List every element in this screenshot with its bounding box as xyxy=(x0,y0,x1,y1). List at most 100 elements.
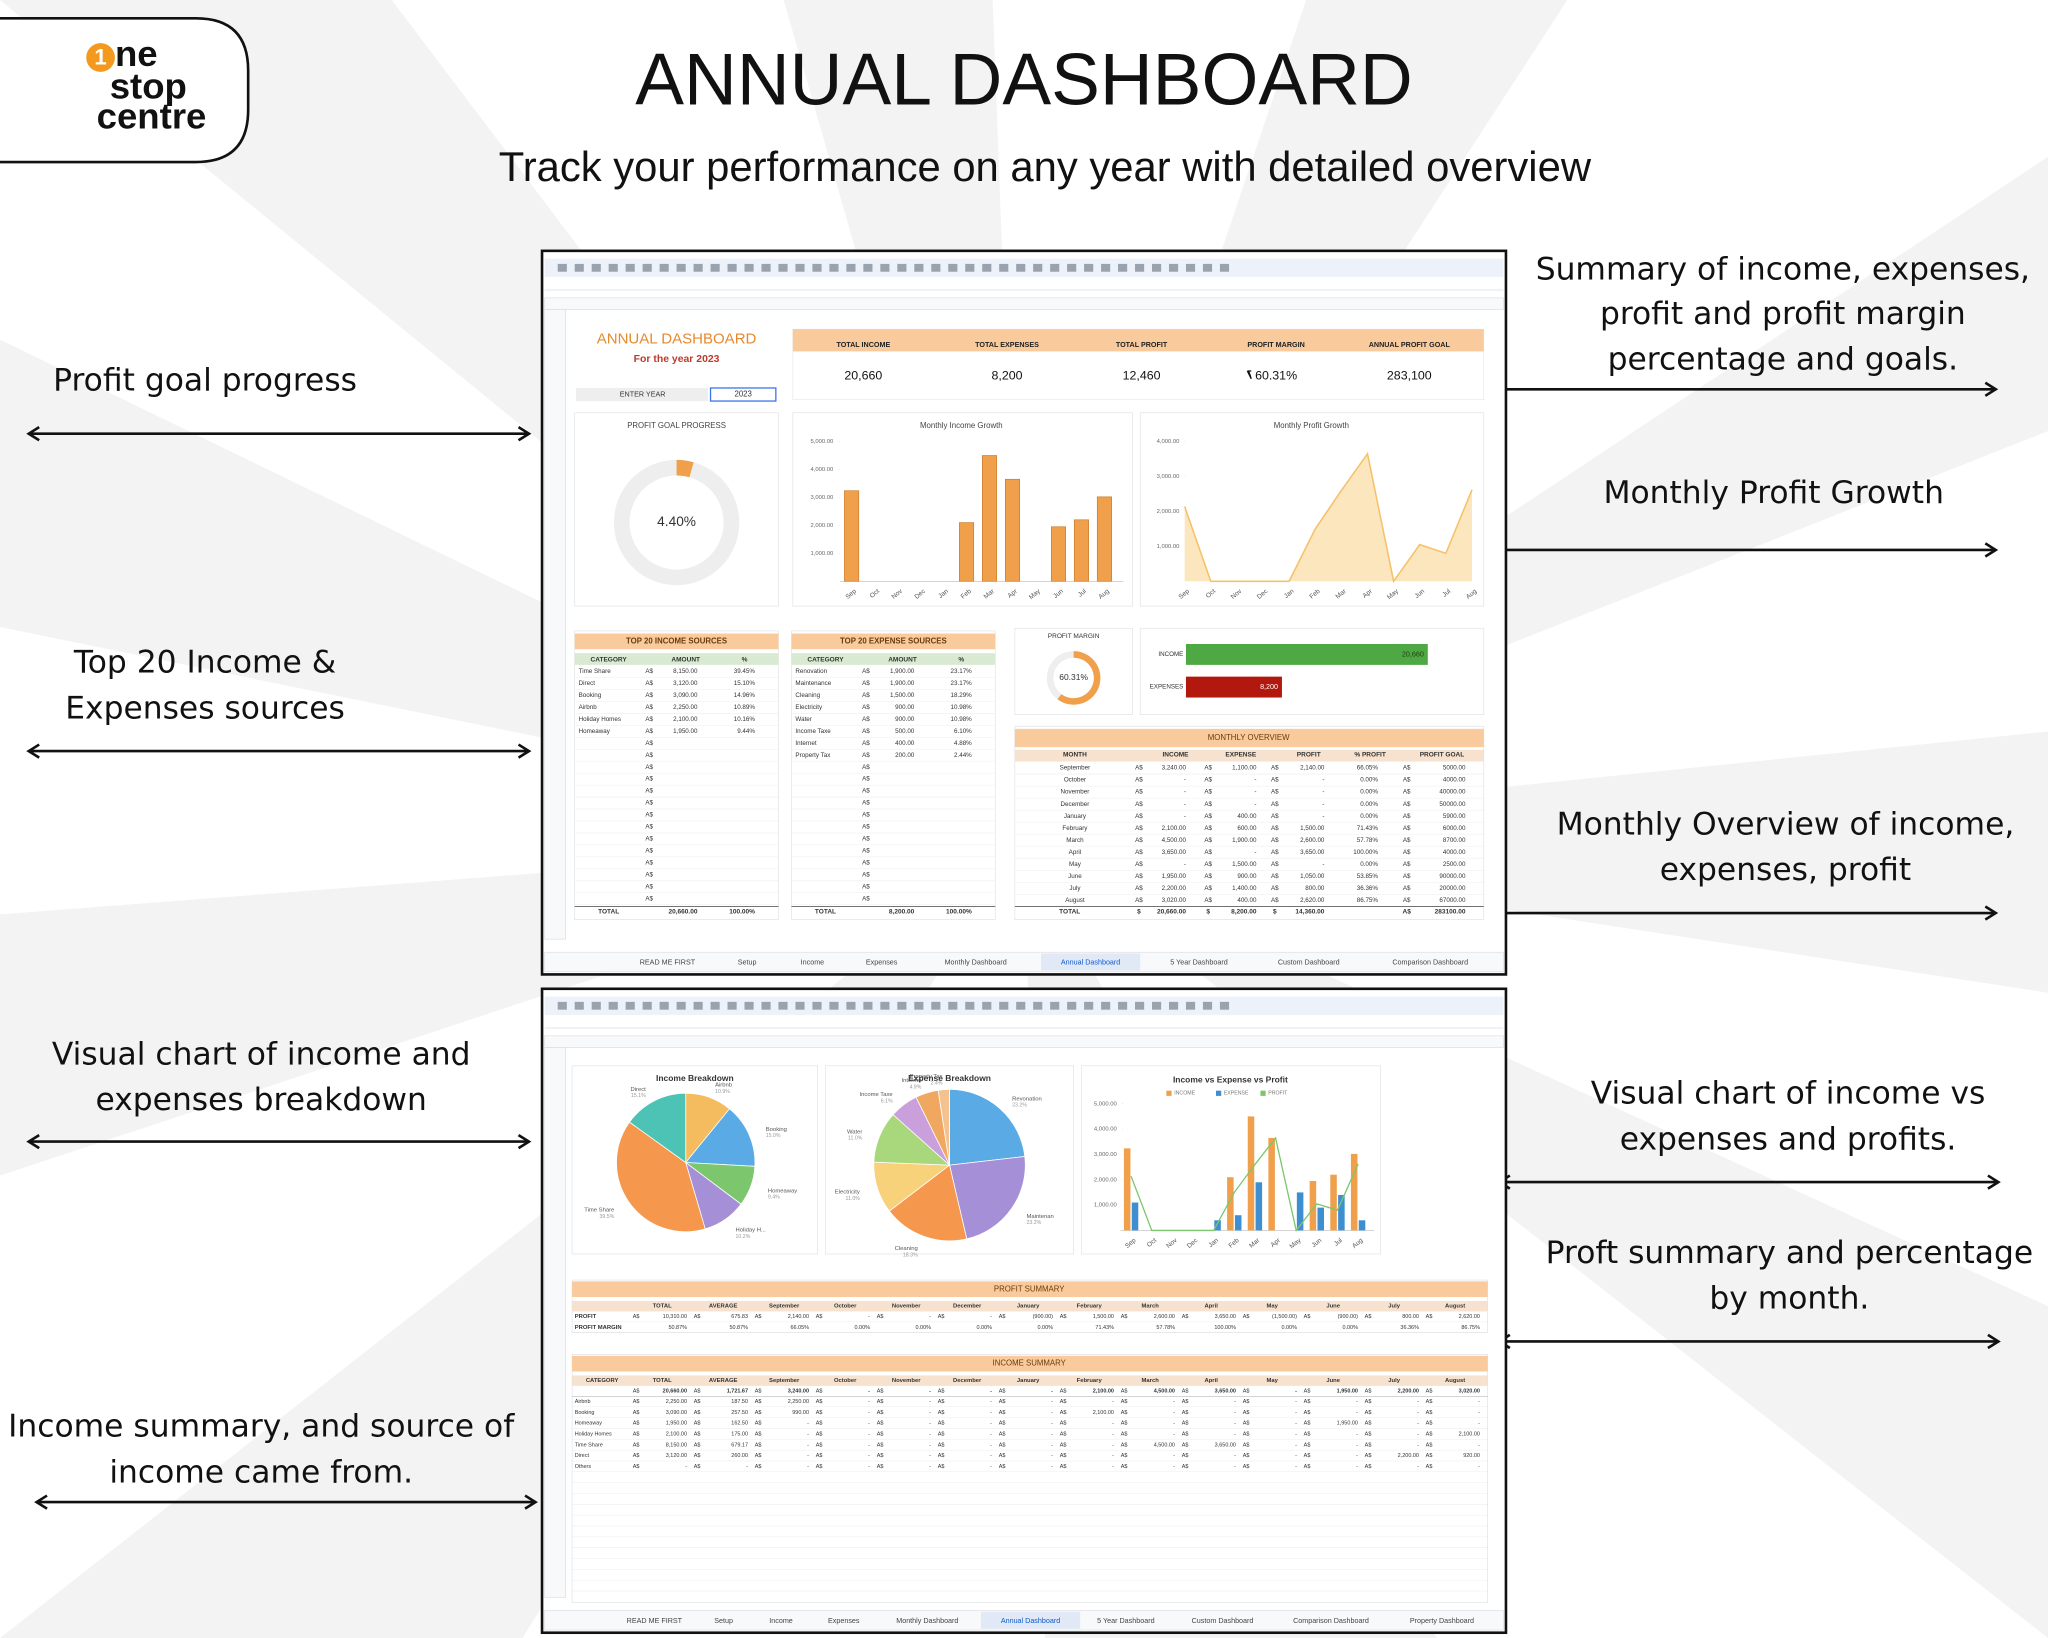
input-label: ENTER YEAR xyxy=(620,390,666,398)
cell: 100.00% xyxy=(1214,1325,1236,1331)
currency: A$ xyxy=(1121,1410,1128,1416)
currency: A$ xyxy=(1426,1399,1433,1405)
cell: Property Tax xyxy=(795,752,831,759)
currency: A$ xyxy=(694,1410,701,1416)
currency: A$ xyxy=(1304,1442,1311,1448)
logo-text: centre xyxy=(97,96,207,137)
currency: A$ xyxy=(1426,1442,1433,1448)
cell: - xyxy=(929,1432,931,1438)
cell: 20,660.00 xyxy=(663,1389,687,1395)
cell: 2,250.00 xyxy=(666,1399,687,1405)
note-text: Monthly Profit Growth xyxy=(1603,475,1943,511)
cell: 800.00 xyxy=(1305,885,1325,892)
currency: A$ xyxy=(1271,789,1279,796)
cell: - xyxy=(929,1442,931,1448)
arrow-head xyxy=(26,743,40,759)
cell: 1,950.00 xyxy=(1162,873,1187,880)
currency: A$ xyxy=(1426,1464,1433,1470)
currency: A$ xyxy=(1182,1421,1189,1427)
cell: - xyxy=(1234,1410,1236,1416)
cell: 100.00% xyxy=(1353,849,1378,856)
column-header: % PROFIT xyxy=(1354,752,1386,759)
note-text: Profit goal progress xyxy=(53,362,357,398)
sheet-tab: Annual Dashboard xyxy=(1061,959,1120,967)
currency: A$ xyxy=(1135,777,1143,784)
cell: 400.00 xyxy=(1237,897,1257,904)
cell: 1,900.00 xyxy=(1232,837,1257,844)
cell: 9.44% xyxy=(737,728,755,735)
cell: April xyxy=(1069,849,1082,856)
currency: A$ xyxy=(816,1389,823,1395)
slice-label: Direct xyxy=(630,1087,646,1093)
toolbar-icon xyxy=(693,263,703,272)
currency: A$ xyxy=(755,1464,762,1470)
y-tick-label: 1,000.00 xyxy=(1094,1203,1118,1209)
cell: - xyxy=(1417,1442,1419,1448)
table-title: TOP 20 INCOME SOURCES xyxy=(626,636,727,645)
currency: A$ xyxy=(1426,1421,1433,1427)
table-header-band xyxy=(574,653,779,665)
cell: 86.75% xyxy=(1461,1325,1480,1331)
toolbar-icon xyxy=(829,1001,839,1010)
cell: 675.83 xyxy=(731,1314,748,1320)
cell: 0.00% xyxy=(1281,1325,1297,1331)
column-header: March xyxy=(1142,1378,1160,1384)
active-tab xyxy=(980,1611,1081,1629)
cell: 2,200.00 xyxy=(1398,1453,1419,1459)
cell: 920.00 xyxy=(1463,1453,1480,1459)
cell: 3,650.00 xyxy=(1162,849,1187,856)
cell: - xyxy=(990,1464,992,1470)
cell: 8700.00 xyxy=(1443,837,1466,844)
toolbar-icon xyxy=(557,263,567,272)
currency: A$ xyxy=(1182,1432,1189,1438)
table-title-band xyxy=(572,1281,1488,1298)
slice-value: 11.0% xyxy=(848,1136,863,1142)
cell: Internet xyxy=(795,740,816,747)
cell: 1,950.00 xyxy=(666,1421,687,1427)
total-cell: 283100.00 xyxy=(1435,908,1466,915)
cell: - xyxy=(1184,777,1186,784)
cell: Renovation xyxy=(795,668,827,675)
bar xyxy=(1185,676,1282,698)
cell: 2,140.00 xyxy=(788,1314,809,1320)
currency: A$ xyxy=(1204,801,1212,808)
column-header: December xyxy=(953,1378,982,1384)
currency: A$ xyxy=(1426,1410,1433,1416)
x-tick-label: Oct xyxy=(1205,588,1217,600)
cell: - xyxy=(1234,1432,1236,1438)
toolbar-icon xyxy=(914,263,924,272)
cell: - xyxy=(1356,1399,1358,1405)
currency: A$ xyxy=(694,1442,701,1448)
row-label: Direct xyxy=(575,1453,590,1459)
toolbar-icon xyxy=(965,1001,975,1010)
currency: A$ xyxy=(645,752,653,759)
cell: 900.00 xyxy=(895,704,915,711)
column-header: December xyxy=(953,1304,982,1310)
currency: A$ xyxy=(1271,849,1279,856)
row-header xyxy=(544,1047,566,1598)
currency: $ xyxy=(1137,908,1141,915)
cell: 2,100.00 xyxy=(1093,1389,1114,1395)
pie-slice xyxy=(684,1108,756,1167)
y-tick-label: 2,000.00 xyxy=(1157,509,1181,515)
column-header: TOTAL xyxy=(653,1378,672,1384)
currency: A$ xyxy=(1135,885,1143,892)
currency: A$ xyxy=(1365,1410,1372,1416)
cell: - xyxy=(1417,1399,1419,1405)
currency: A$ xyxy=(862,788,870,795)
currency: A$ xyxy=(862,836,870,843)
toolbar-icon xyxy=(795,1001,805,1010)
currency: A$ xyxy=(755,1389,762,1395)
cell: 2,600.00 xyxy=(1154,1314,1175,1320)
total-cell: 8,200.00 xyxy=(889,908,915,915)
pie-slice xyxy=(949,1156,1026,1240)
slice-label: Booking xyxy=(766,1127,787,1133)
note-text: profit and profit margin xyxy=(1600,296,1966,332)
currency: A$ xyxy=(633,1389,640,1395)
currency: A$ xyxy=(862,692,870,699)
sheet-tab: 5 Year Dashboard xyxy=(1097,1617,1154,1625)
currency: A$ xyxy=(1243,1421,1250,1427)
currency: A$ xyxy=(1243,1453,1250,1459)
cell: 5900.00 xyxy=(1443,813,1466,820)
currency: A$ xyxy=(645,883,653,890)
